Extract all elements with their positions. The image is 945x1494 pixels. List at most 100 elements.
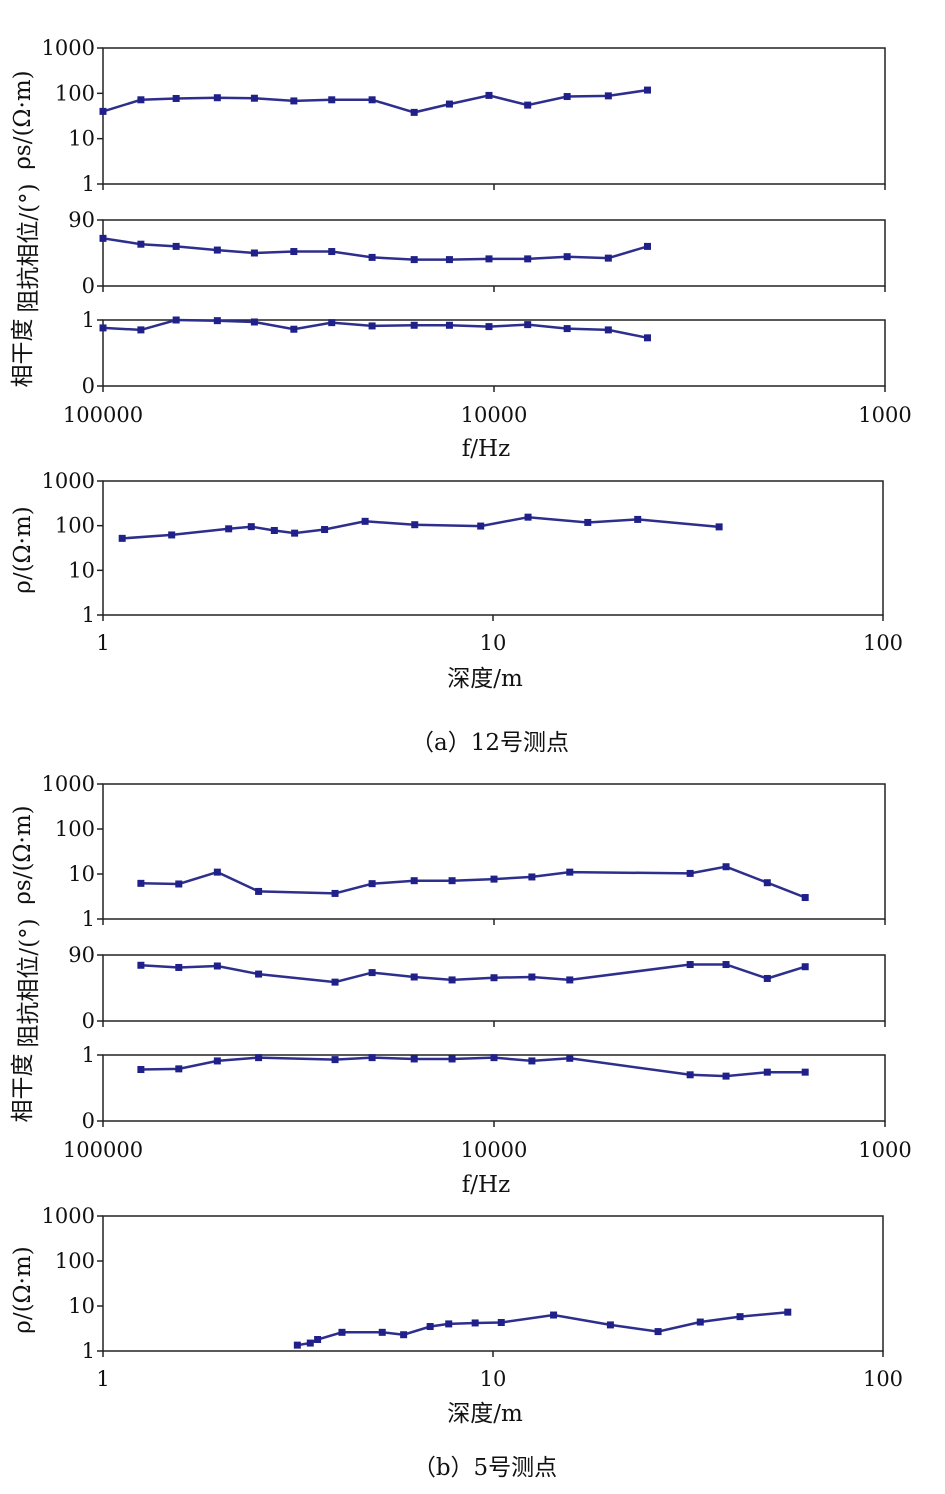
x-tick-label: 1 bbox=[96, 631, 109, 655]
data-point bbox=[328, 248, 336, 256]
y-tick-label: 90 bbox=[68, 208, 95, 232]
data-point bbox=[255, 970, 263, 978]
data-point bbox=[485, 91, 493, 99]
data-point bbox=[566, 976, 574, 984]
data-point bbox=[410, 256, 418, 264]
panel-a-coherence: 0 1 100000 10000 1000 f/Hz 相干度 bbox=[10, 308, 912, 462]
data-point bbox=[485, 323, 493, 331]
data-point bbox=[328, 96, 336, 104]
data-point bbox=[722, 961, 730, 969]
data-point bbox=[524, 101, 532, 109]
data-point bbox=[378, 1328, 386, 1336]
data-point bbox=[550, 1311, 558, 1319]
data-point bbox=[448, 877, 456, 885]
y-tick-label: 0 bbox=[82, 274, 95, 298]
x-tick-label: 10 bbox=[480, 631, 507, 655]
data-point bbox=[291, 529, 299, 537]
x-tick-label: 100000 bbox=[63, 403, 143, 427]
data-point bbox=[763, 879, 771, 887]
y-axis-label: ρ/(Ω·m) bbox=[10, 1246, 36, 1333]
data-point bbox=[368, 969, 376, 977]
data-point bbox=[290, 248, 298, 256]
data-point bbox=[563, 253, 571, 261]
data-point bbox=[584, 518, 592, 526]
data-point bbox=[801, 1068, 809, 1076]
x-tick-label: 100 bbox=[863, 631, 903, 655]
data-point bbox=[801, 894, 809, 902]
y-tick-label: 100 bbox=[55, 1249, 95, 1273]
data-point bbox=[471, 1319, 479, 1327]
data-point bbox=[247, 523, 255, 531]
data-point bbox=[361, 517, 369, 525]
data-point bbox=[293, 1341, 301, 1349]
data-point bbox=[528, 973, 536, 981]
data-point bbox=[306, 1339, 314, 1347]
data-point bbox=[137, 879, 145, 887]
series-line bbox=[140, 963, 806, 984]
data-point bbox=[368, 880, 376, 888]
data-point bbox=[448, 976, 456, 984]
y-tick-label: 1000 bbox=[42, 469, 95, 493]
x-tick-label: 1000 bbox=[858, 403, 911, 427]
plot-frame bbox=[102, 319, 886, 387]
data-point bbox=[426, 1323, 434, 1331]
data-point bbox=[524, 255, 532, 263]
data-point bbox=[368, 253, 376, 261]
y-axis-label: 阻抗相位/(°) bbox=[16, 183, 42, 312]
data-point bbox=[270, 526, 278, 534]
y-tick-label: 1 bbox=[82, 308, 95, 332]
y-tick-label: 10 bbox=[68, 862, 95, 886]
panel-b-coherence: 0 1 100000 10000 1000 f/Hz 相干度 bbox=[10, 1043, 912, 1198]
data-point bbox=[524, 513, 532, 521]
plot-frame bbox=[102, 1215, 884, 1352]
y-tick-label: 1 bbox=[82, 1339, 95, 1363]
data-point bbox=[528, 873, 536, 881]
data-point bbox=[331, 1056, 339, 1064]
data-point bbox=[368, 1054, 376, 1062]
data-point bbox=[255, 1054, 263, 1062]
data-point bbox=[255, 887, 263, 895]
data-point bbox=[445, 256, 453, 264]
data-point bbox=[250, 318, 258, 326]
data-point bbox=[225, 525, 233, 533]
x-tick-label: 1 bbox=[96, 1367, 109, 1391]
data-point bbox=[763, 974, 771, 982]
data-point bbox=[118, 534, 126, 542]
panel-b-rho-depth: 1 10 100 1000 1 10 100 深度/m ρ/(Ω·m) bbox=[10, 1204, 903, 1427]
data-point bbox=[213, 94, 221, 102]
data-point bbox=[445, 1320, 453, 1328]
y-tick-label: 100 bbox=[55, 817, 95, 841]
y-tick-label: 1000 bbox=[42, 1204, 95, 1228]
data-point bbox=[213, 317, 221, 325]
data-point bbox=[566, 1054, 574, 1062]
data-point bbox=[686, 961, 694, 969]
data-point bbox=[497, 1318, 505, 1326]
data-point bbox=[606, 1321, 614, 1329]
caption-a: （a）12号测点 bbox=[411, 730, 569, 756]
panel-b-phase: 0 90 阻抗相位/(°) bbox=[16, 918, 886, 1048]
series-line bbox=[297, 1310, 788, 1347]
data-point bbox=[448, 1055, 456, 1063]
x-tick-label: 1000 bbox=[858, 1138, 911, 1162]
series-line bbox=[140, 1056, 806, 1078]
data-point bbox=[410, 1055, 418, 1063]
x-axis-label: 深度/m bbox=[447, 1401, 523, 1427]
data-point bbox=[250, 94, 258, 102]
data-point bbox=[654, 1328, 662, 1336]
data-point bbox=[400, 1331, 408, 1339]
data-point bbox=[686, 869, 694, 877]
data-point bbox=[604, 326, 612, 334]
data-point bbox=[604, 254, 612, 262]
data-point bbox=[290, 325, 298, 333]
data-point bbox=[490, 974, 498, 982]
panel-a-rho-depth: 1 10 100 1000 1 10 100 深度/m ρ/(Ω·m) bbox=[10, 469, 903, 692]
data-point bbox=[290, 97, 298, 105]
data-point bbox=[321, 526, 329, 534]
data-point bbox=[722, 863, 730, 871]
y-tick-label: 1 bbox=[82, 1043, 95, 1067]
data-point bbox=[801, 963, 809, 971]
data-point bbox=[137, 961, 145, 969]
data-point bbox=[99, 234, 107, 242]
x-tick-label: 100 bbox=[863, 1367, 903, 1391]
